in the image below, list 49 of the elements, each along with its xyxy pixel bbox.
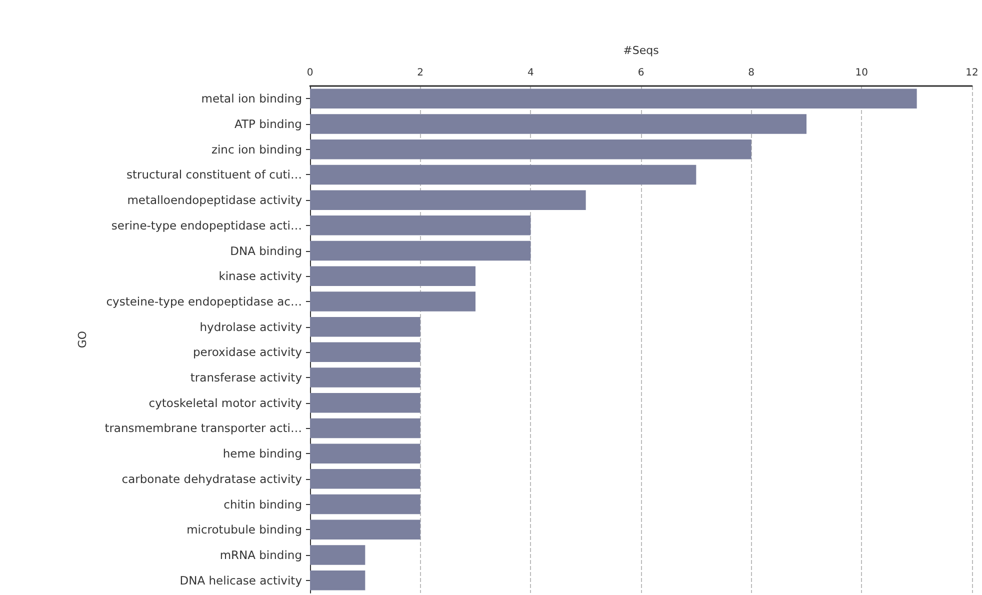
bar [310,190,586,210]
x-axis-title: #Seqs [623,44,660,57]
bar [310,494,420,514]
bar [310,316,420,337]
bar [310,88,917,109]
y-tick-label: mRNA binding [220,548,302,562]
bar [310,570,366,590]
y-tick-label: kinase activity [218,269,302,284]
bar [310,139,752,160]
y-tick-label: hydrolase activity [200,320,302,334]
x-tick-label: 12 [966,68,978,78]
bar [310,368,420,388]
y-tick-label: serine-type endopeptidase acti… [111,218,302,232]
x-tick-label: 4 [527,68,534,78]
y-tick-label: zinc ion binding [211,142,302,156]
bar [310,545,366,565]
y-axis-title: GO [76,330,89,348]
y-tick-label: ATP binding [234,117,302,132]
x-tick-label: 6 [638,68,644,78]
bar [310,418,420,438]
bar [310,342,420,362]
y-tick-label: chitin binding [224,497,302,512]
y-tick-label: DNA binding [230,244,302,258]
y-tick-label: metalloendopeptidase activity [127,193,302,208]
y-tick-label: carbonate dehydratase activity [122,472,302,486]
x-tick-label: 10 [855,68,868,78]
y-tick-label: peroxidase activity [193,345,302,360]
y-tick-label: heme binding [222,446,302,461]
x-tick-label: 2 [417,68,424,78]
bar [310,520,420,540]
bar [310,392,420,413]
y-tick-label: transmembrane transporter acti… [104,421,302,436]
y-tick-label: microtubule binding [186,522,302,537]
bar [310,292,476,312]
bar [310,240,531,261]
bar [310,444,420,464]
bar [310,114,806,134]
y-tick-label: structural constituent of cuti… [126,168,302,182]
bar [310,216,531,236]
bar [310,469,420,489]
y-tick-label: transferase activity [190,370,302,385]
y-tick-label: cytoskeletal motor activity [148,396,302,410]
y-tick-label: cysteine-type endopeptidase ac… [106,294,302,308]
bar [310,164,696,185]
bar [310,266,476,286]
y-tick-label: DNA helicase activity [180,573,302,588]
x-tick-label: 0 [306,68,314,78]
y-tick-label: metal ion binding [201,92,302,106]
x-tick-label: 8 [748,68,755,78]
